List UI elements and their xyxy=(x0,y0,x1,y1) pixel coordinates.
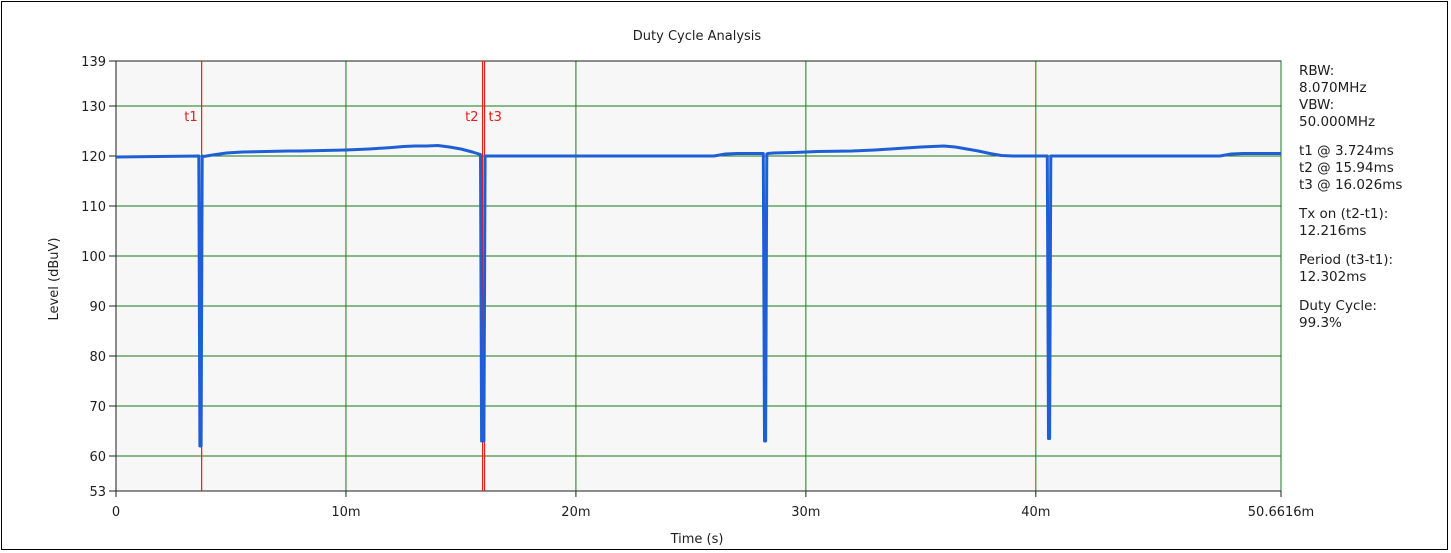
y-tick-label: 90 xyxy=(89,300,106,315)
cursor-t2-label: t2 xyxy=(465,110,478,125)
x-tick-label: 20m xyxy=(561,505,590,520)
chart-title: Duty Cycle Analysis xyxy=(633,29,762,44)
x-tick-label: 30m xyxy=(791,505,820,520)
axes xyxy=(109,60,1282,497)
plot-area xyxy=(116,61,1281,491)
y-tick-label: 53 xyxy=(89,485,106,500)
duty-cycle-label: Duty Cycle: xyxy=(1299,298,1377,314)
cursor-t3-label: t3 xyxy=(489,110,502,125)
y-tick-label: 80 xyxy=(89,350,106,365)
measurement-panel: RBW: 8.070MHz VBW: 50.000MHz t1 @ 3.724m… xyxy=(1299,63,1449,332)
vbw-value: 50.000MHz xyxy=(1299,114,1376,130)
tx-on-label: Tx on (t2-t1): xyxy=(1299,206,1389,222)
period-label: Period (t3-t1): xyxy=(1299,252,1394,268)
y-axis-label: Level (dBuV) xyxy=(47,238,62,321)
x-axis-label: Time (s) xyxy=(670,532,724,547)
x-tick-label: 50.6616m xyxy=(1248,505,1314,520)
y-tick-label: 130 xyxy=(81,100,106,115)
rbw-label: RBW: xyxy=(1299,63,1335,79)
y-tick-label: 60 xyxy=(89,450,106,465)
cursor-t1-label: t1 xyxy=(184,110,197,125)
x-tick-label: 10m xyxy=(331,505,360,520)
y-tick-label: 100 xyxy=(81,250,106,265)
rbw-value: 8.070MHz xyxy=(1299,80,1367,96)
tx-on-value: 12.216ms xyxy=(1299,223,1367,239)
x-tick-label: 0 xyxy=(112,505,120,520)
cursor-t1-readout: t1 @ 3.724ms xyxy=(1299,143,1394,159)
trace-series-0 xyxy=(115,144,1281,448)
duty-cycle-value: 99.3% xyxy=(1299,315,1342,331)
y-tick-label: 110 xyxy=(81,200,106,215)
cursor-t2-readout: t2 @ 15.94ms xyxy=(1299,160,1394,176)
trace-layer xyxy=(115,144,1281,448)
y-tick-label: 120 xyxy=(81,150,106,165)
period-value: 12.302ms xyxy=(1299,269,1367,285)
x-tick-label: 40m xyxy=(1021,505,1050,520)
vbw-label: VBW: xyxy=(1299,97,1335,113)
y-tick-label: 70 xyxy=(89,400,106,415)
y-tick-label: 139 xyxy=(81,55,106,70)
cursor-t3-readout: t3 @ 16.026ms xyxy=(1299,177,1403,193)
tick-labels: 53 60 70 80 90 100 110 120 130 139 0 10m 20m 30m 40m 50… xyxy=(81,55,1314,520)
